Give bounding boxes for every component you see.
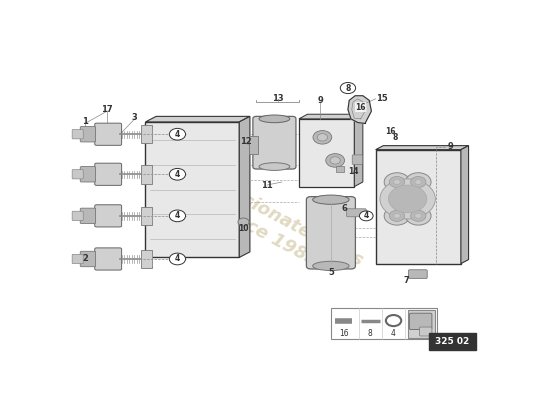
Text: 12: 12	[240, 138, 251, 146]
Circle shape	[340, 82, 356, 94]
Text: 14: 14	[348, 167, 359, 176]
Ellipse shape	[259, 115, 290, 123]
FancyBboxPatch shape	[95, 248, 122, 270]
Text: 16: 16	[355, 103, 366, 112]
FancyBboxPatch shape	[420, 327, 432, 336]
Bar	[336, 166, 344, 172]
FancyBboxPatch shape	[346, 209, 366, 217]
Circle shape	[411, 210, 426, 222]
Polygon shape	[145, 116, 250, 122]
FancyBboxPatch shape	[253, 116, 296, 169]
Text: 4: 4	[364, 211, 369, 220]
FancyBboxPatch shape	[80, 166, 96, 182]
Circle shape	[384, 173, 410, 191]
FancyBboxPatch shape	[352, 155, 362, 164]
Text: 16: 16	[339, 329, 349, 338]
Ellipse shape	[312, 195, 349, 204]
FancyBboxPatch shape	[72, 130, 83, 139]
Text: 4: 4	[175, 211, 180, 220]
Circle shape	[394, 213, 400, 218]
Text: 4: 4	[175, 170, 180, 179]
FancyBboxPatch shape	[72, 170, 83, 179]
FancyBboxPatch shape	[80, 126, 96, 142]
Circle shape	[388, 185, 427, 213]
FancyBboxPatch shape	[299, 119, 354, 186]
Circle shape	[411, 176, 426, 188]
Text: 16: 16	[386, 127, 396, 136]
Text: 4: 4	[175, 130, 180, 139]
Bar	[141, 250, 152, 268]
Circle shape	[330, 157, 340, 164]
Text: 10: 10	[238, 224, 249, 233]
Polygon shape	[239, 116, 250, 258]
FancyBboxPatch shape	[95, 163, 122, 185]
Circle shape	[313, 130, 332, 144]
Text: 5: 5	[328, 268, 334, 277]
FancyBboxPatch shape	[376, 150, 461, 264]
Text: 13: 13	[272, 94, 283, 103]
Text: 6: 6	[342, 204, 348, 213]
Bar	[249, 136, 258, 154]
Circle shape	[394, 180, 400, 184]
Circle shape	[169, 168, 185, 180]
Circle shape	[389, 210, 405, 222]
Text: 3: 3	[132, 113, 138, 122]
FancyBboxPatch shape	[145, 122, 239, 258]
Polygon shape	[376, 146, 469, 150]
Polygon shape	[299, 114, 363, 119]
Text: 4: 4	[175, 254, 180, 264]
Text: 9: 9	[447, 142, 453, 151]
Text: 9: 9	[317, 96, 323, 105]
FancyBboxPatch shape	[72, 254, 83, 264]
Bar	[408, 310, 435, 338]
Circle shape	[405, 173, 431, 191]
Circle shape	[169, 253, 185, 265]
Circle shape	[405, 207, 431, 225]
Text: 8: 8	[345, 84, 351, 92]
FancyBboxPatch shape	[409, 313, 432, 330]
Bar	[429, 333, 476, 350]
Circle shape	[169, 128, 185, 140]
Text: 325 02: 325 02	[435, 337, 470, 346]
FancyBboxPatch shape	[306, 197, 355, 269]
FancyBboxPatch shape	[80, 251, 96, 267]
FancyBboxPatch shape	[80, 208, 96, 224]
Circle shape	[238, 218, 249, 226]
Text: 15: 15	[376, 94, 388, 103]
Text: 17: 17	[101, 105, 113, 114]
Bar	[141, 125, 152, 144]
Text: 2: 2	[82, 254, 88, 264]
Circle shape	[326, 154, 344, 167]
Ellipse shape	[259, 163, 290, 170]
Text: 8: 8	[368, 329, 372, 338]
Polygon shape	[461, 146, 469, 264]
Bar	[331, 308, 437, 339]
Text: 11: 11	[261, 180, 273, 190]
Circle shape	[360, 211, 373, 221]
Ellipse shape	[312, 261, 349, 270]
Text: 4: 4	[391, 329, 396, 338]
FancyBboxPatch shape	[72, 211, 83, 220]
FancyBboxPatch shape	[95, 205, 122, 227]
Polygon shape	[354, 114, 363, 186]
Polygon shape	[348, 96, 371, 124]
Circle shape	[317, 134, 327, 141]
Circle shape	[415, 180, 422, 184]
Circle shape	[169, 210, 185, 222]
FancyBboxPatch shape	[95, 123, 122, 145]
Text: 7: 7	[404, 276, 409, 285]
Text: 1: 1	[82, 118, 88, 126]
Circle shape	[389, 176, 405, 188]
Text: 8: 8	[392, 133, 398, 142]
Circle shape	[380, 179, 436, 219]
FancyBboxPatch shape	[409, 270, 427, 278]
Bar	[141, 207, 152, 225]
Text: a passionate parts
since 1983: a passionate parts since 1983	[181, 165, 366, 288]
Bar	[141, 165, 152, 184]
Circle shape	[415, 213, 422, 218]
Circle shape	[384, 207, 410, 225]
